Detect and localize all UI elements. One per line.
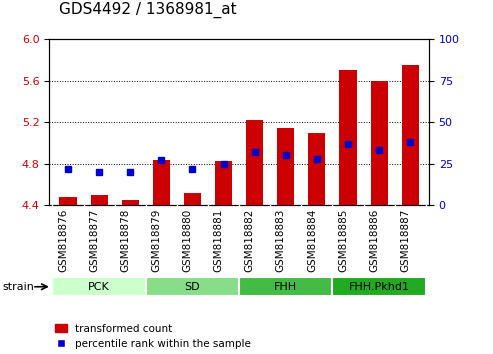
Bar: [239, 277, 332, 296]
Text: GSM818876: GSM818876: [58, 209, 68, 272]
Bar: [153, 160, 170, 205]
Bar: [146, 277, 239, 296]
Bar: [371, 81, 387, 205]
Bar: [215, 161, 232, 205]
Legend: transformed count, percentile rank within the sample: transformed count, percentile rank withi…: [55, 324, 251, 349]
Text: GSM818887: GSM818887: [400, 209, 410, 272]
Bar: [122, 200, 139, 205]
Text: PCK: PCK: [88, 282, 110, 292]
Bar: [91, 195, 107, 205]
Bar: [340, 70, 356, 205]
Bar: [332, 277, 426, 296]
Text: FHH.Pkhd1: FHH.Pkhd1: [349, 282, 410, 292]
Bar: [246, 120, 263, 205]
Text: FHH: FHH: [274, 282, 297, 292]
Text: GSM818884: GSM818884: [307, 209, 317, 272]
Bar: [277, 129, 294, 205]
Bar: [60, 197, 76, 205]
Bar: [184, 193, 201, 205]
Text: GSM818880: GSM818880: [182, 209, 192, 272]
Bar: [308, 132, 325, 205]
Text: GSM818882: GSM818882: [245, 209, 255, 272]
Text: GSM818881: GSM818881: [213, 209, 223, 272]
Text: GSM818885: GSM818885: [338, 209, 348, 272]
Text: GSM818877: GSM818877: [89, 209, 99, 272]
Text: SD: SD: [184, 282, 200, 292]
Bar: [52, 277, 146, 296]
Text: GDS4492 / 1368981_at: GDS4492 / 1368981_at: [59, 1, 237, 18]
Text: GSM818886: GSM818886: [369, 209, 379, 272]
Text: GSM818879: GSM818879: [151, 209, 161, 272]
Text: GSM818878: GSM818878: [120, 209, 130, 272]
Text: strain: strain: [2, 282, 35, 292]
Bar: [402, 65, 419, 205]
Text: GSM818883: GSM818883: [276, 209, 286, 272]
